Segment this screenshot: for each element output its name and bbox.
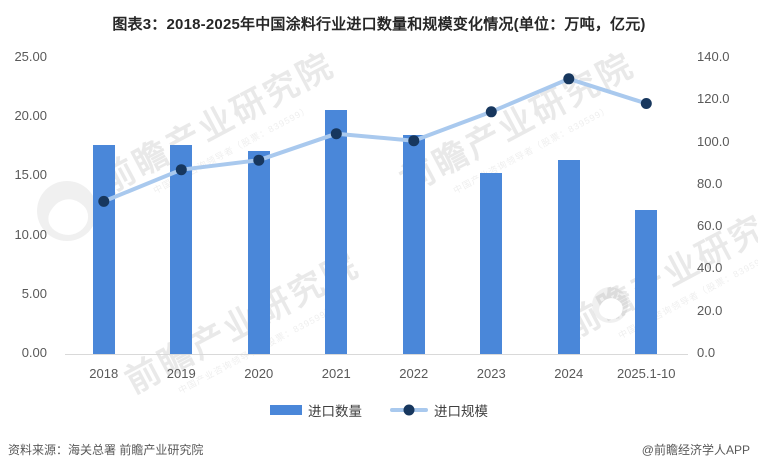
bar-2019: [170, 144, 193, 354]
left-axis-tick: 5.00: [21, 285, 47, 301]
line-point-2025.1-10: [640, 98, 652, 109]
line-swatch-icon: [390, 404, 428, 416]
x-axis-label: 2018: [89, 366, 119, 381]
legend-item-import-volume: 进口数量: [270, 400, 362, 420]
left-axis-tick: 25.00: [14, 49, 47, 64]
legend-label-import-volume: 进口数量: [308, 404, 362, 419]
line-point-2023: [485, 106, 497, 118]
watermark-text: 前瞻产业研究院 中国产业咨询领导者（股票：839599）: [90, 38, 349, 216]
left-axis-tick: 15.00: [14, 167, 47, 183]
bar-2023: [480, 173, 503, 354]
credit-note: @前瞻经济学人APP: [641, 443, 750, 457]
line-marker-icon: [403, 404, 415, 416]
bar-swatch-icon: [270, 405, 302, 415]
x-axis-label: 2023: [476, 366, 506, 381]
left-axis-tick: 10.00: [14, 226, 47, 242]
x-axis-label: 2024: [554, 366, 584, 381]
watermark-sub-text: 中国产业咨询领导者（股票：839599）: [451, 104, 612, 196]
watermark-main-text: 前瞻产业研究院: [94, 45, 341, 202]
right-axis-tick: 60.0: [697, 218, 723, 234]
bar-2025.1-10: [635, 209, 658, 354]
right-axis-tick: 20.0: [697, 302, 723, 318]
x-axis-label: 2025.1-10: [616, 366, 676, 381]
right-axis-tick: 0.0: [697, 345, 716, 360]
right-axis-tick: 140.0: [697, 49, 730, 64]
bar-2021: [325, 110, 348, 354]
bar-2018: [92, 144, 115, 354]
bar-2024: [557, 160, 580, 354]
source-note: 资料来源：海关总署 前瞻产业研究院: [8, 443, 204, 457]
watermark-sub-text: 中国产业咨询领导者（股票：839599）: [151, 104, 312, 196]
x-axis-label: 2019: [166, 366, 196, 381]
legend-item-import-scale: 进口规模: [390, 400, 488, 420]
bar-2022: [402, 135, 425, 354]
right-axis-tick: 40.0: [697, 260, 723, 276]
right-axis-tick: 100.0: [697, 133, 730, 149]
bar-2020: [247, 150, 270, 354]
right-axis-tick: 120.0: [697, 91, 730, 107]
legend-label-import-scale: 进口规模: [434, 404, 488, 419]
watermark-main-text: 前瞻产业研究院: [394, 45, 641, 202]
watermark-logo-icon: [592, 287, 628, 323]
line-point-2024: [563, 73, 575, 85]
x-axis-line: [65, 354, 688, 355]
watermark-sub-text: 中国产业咨询领导者（股票：839599）: [616, 249, 758, 341]
x-axis-label: 2021: [321, 366, 351, 381]
left-axis-tick: 20.00: [14, 108, 47, 124]
x-axis-label: 2020: [244, 366, 274, 381]
chart-title: 图表3：2018-2025年中国涂料行业进口数量和规模变化情况(单位：万吨，亿元…: [112, 16, 646, 33]
left-axis-tick: 0.00: [21, 345, 47, 360]
watermark-text: 前瞻产业研究院 中国产业咨询领导者（股票：839599）: [390, 38, 649, 216]
x-axis-label: 2022: [399, 366, 429, 381]
right-axis-tick: 80.0: [697, 175, 723, 191]
legend: 进口数量 进口规模: [0, 400, 758, 420]
